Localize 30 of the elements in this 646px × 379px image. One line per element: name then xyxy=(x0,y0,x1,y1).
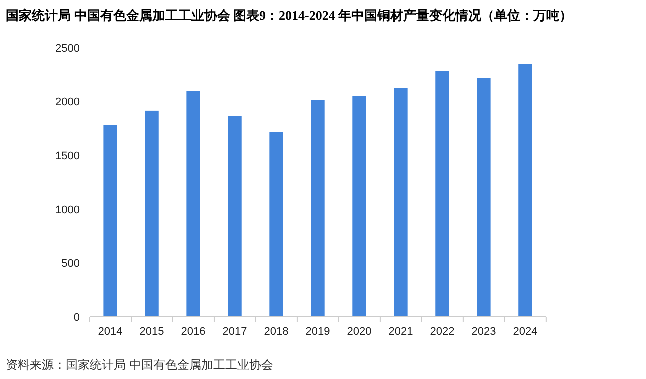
x-tick-label: 2017 xyxy=(222,326,248,338)
bar xyxy=(104,125,118,317)
chart-title: 国家统计局 中国有色金属加工工业协会 图表9：2014-2024 年中国铜材产量变化情况（单位：万吨） xyxy=(6,8,573,23)
bar xyxy=(270,132,284,317)
bar xyxy=(186,91,200,317)
y-tick-label: 2000 xyxy=(56,96,80,109)
x-tick-label: 2021 xyxy=(388,326,414,338)
y-tick-label: 500 xyxy=(62,258,80,270)
y-tick-label: 1500 xyxy=(56,150,80,162)
bar xyxy=(477,78,491,317)
x-tick-label: 2015 xyxy=(140,326,164,338)
y-tick-label: 0 xyxy=(74,312,80,324)
x-tick-label: 2019 xyxy=(306,326,330,338)
y-tick-label: 2500 xyxy=(56,42,80,55)
x-tick-label: 2016 xyxy=(181,326,206,338)
x-tick-label: 2014 xyxy=(98,326,123,338)
y-tick-label: 1000 xyxy=(56,204,80,216)
x-tick-label: 2022 xyxy=(430,326,455,338)
x-tick-label: 2018 xyxy=(264,326,289,338)
bar xyxy=(394,88,408,317)
bar xyxy=(145,110,159,317)
bar xyxy=(228,116,242,317)
x-tick-label: 2023 xyxy=(472,326,496,338)
text: 资料来源：国家统计局 中国有色金属加工工业协会 xyxy=(6,358,274,372)
bar xyxy=(436,71,450,317)
bar xyxy=(352,96,366,317)
bar xyxy=(518,64,532,317)
x-tick-label: 2020 xyxy=(347,326,372,338)
bar xyxy=(311,100,325,317)
x-tick-label: 2024 xyxy=(513,326,538,338)
